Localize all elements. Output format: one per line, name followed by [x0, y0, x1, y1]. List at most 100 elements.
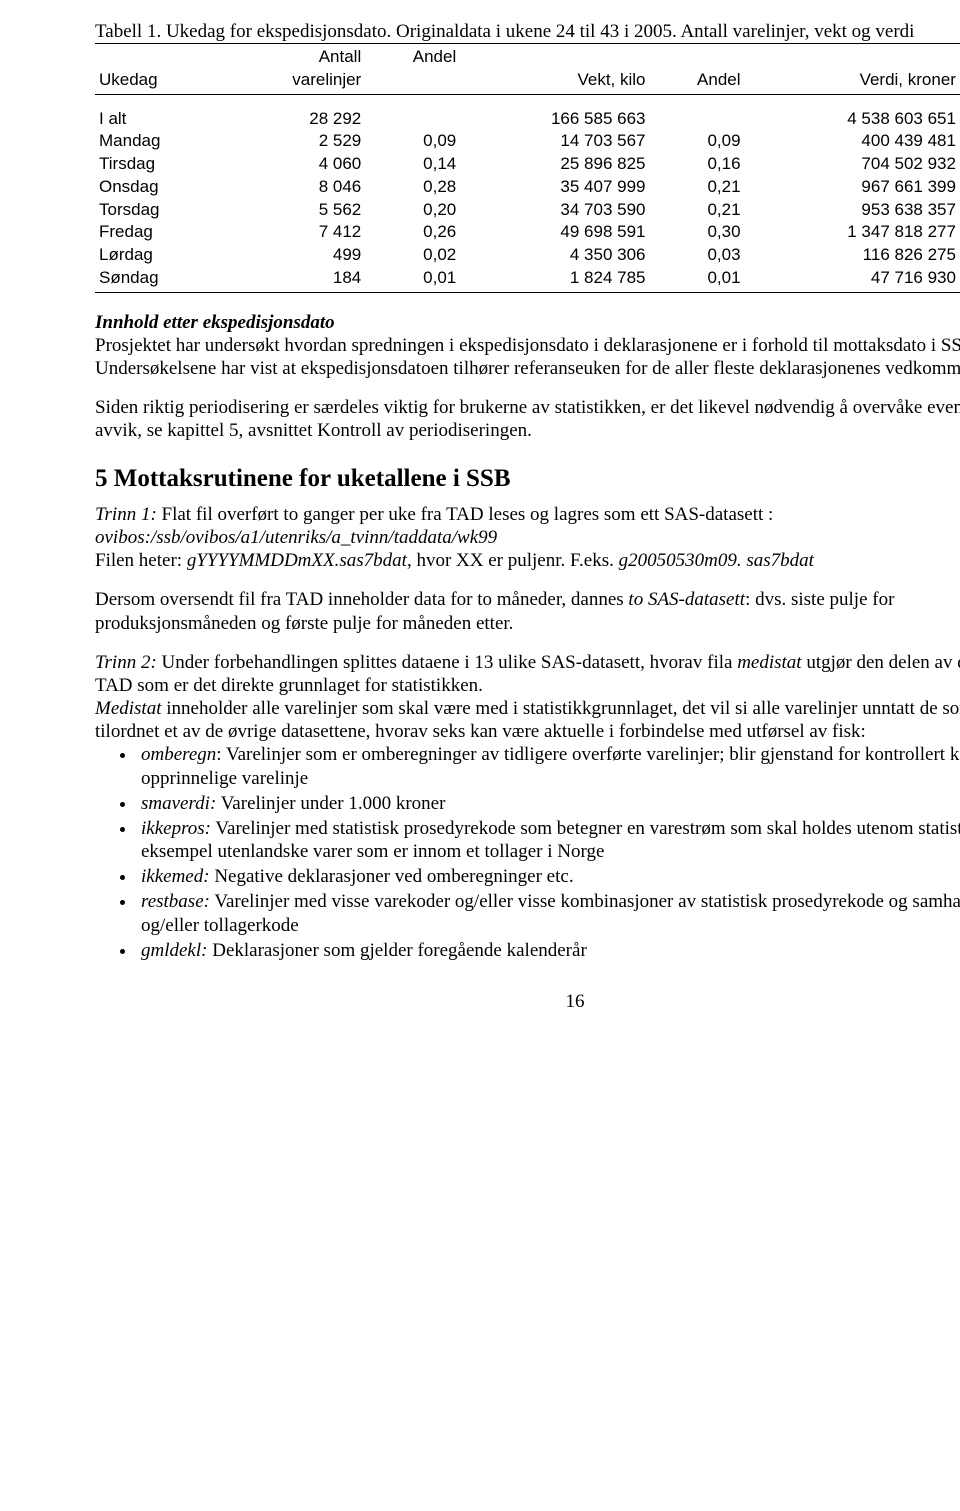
- cell: 166 585 663: [460, 94, 649, 130]
- cell: 28 292: [223, 94, 365, 130]
- cell: I alt: [95, 94, 223, 130]
- cell: 4 538 603 651: [745, 94, 960, 130]
- page-number: 16: [95, 990, 960, 1013]
- cell: 8 046: [223, 176, 365, 199]
- cell: Fredag: [95, 221, 223, 244]
- list-item: smaverdi: Varelinjer under 1.000 kroner: [137, 792, 960, 815]
- paragraph-trinn1: Trinn 1: Flat fil overført to ganger per…: [95, 503, 960, 573]
- cell: 4 060: [223, 153, 365, 176]
- cell: 953 638 357: [745, 199, 960, 222]
- cell: 0,28: [365, 176, 460, 199]
- cell: 0,01: [365, 267, 460, 292]
- list-item: ikkemed: Negative deklarasjoner ved ombe…: [137, 865, 960, 888]
- cell: 14 703 567: [460, 130, 649, 153]
- table-row: I alt 28 292 166 585 663 4 538 603 651: [95, 94, 960, 130]
- cell: 34 703 590: [460, 199, 649, 222]
- list-item: gmldekl: Deklarasjoner som gjelder foreg…: [137, 939, 960, 962]
- cell: [650, 94, 745, 130]
- cell: Onsdag: [95, 176, 223, 199]
- bullet-term: gmldekl:: [141, 940, 207, 961]
- bullet-term: restbase:: [141, 891, 210, 912]
- cell: 0,20: [365, 199, 460, 222]
- cell: 184: [223, 267, 365, 292]
- bullet-term: ikkemed:: [141, 866, 210, 887]
- col-antall-b: varelinjer: [223, 69, 365, 94]
- col-vekt: Vekt, kilo: [460, 69, 649, 94]
- cell: 0,09: [365, 130, 460, 153]
- bullet-rest: Varelinjer under 1.000 kroner: [216, 793, 445, 814]
- cell: 0,21: [650, 199, 745, 222]
- paragraph-trinn2: Trinn 2: Under forbehandlingen splittes …: [95, 651, 960, 744]
- cell: 49 698 591: [460, 221, 649, 244]
- section-heading: 5 Mottaksrutinene for uketallene i SSB: [95, 464, 960, 495]
- table-row: Torsdag 5 562 0,20 34 703 590 0,21 953 6…: [95, 199, 960, 222]
- bullet-term: ikkepros:: [141, 818, 211, 839]
- trinn1-file-it: gYYYYMMDDmXX.sas7bdat: [187, 550, 407, 571]
- medistat-rest: inneholder alle varelinjer som skal være…: [95, 698, 960, 742]
- col-andel1-a: Andel: [365, 44, 460, 69]
- cell: Mandag: [95, 130, 223, 153]
- cell: Torsdag: [95, 199, 223, 222]
- trinn1-file-mid: , hvor XX er puljenr. F.eks.: [407, 550, 619, 571]
- cell: 499: [223, 244, 365, 267]
- trinn1-file-pre: Filen heter:: [95, 550, 187, 571]
- bullet-rest: Negative deklarasjoner ved omberegninger…: [210, 866, 574, 887]
- list-item: omberegn: Varelinjer som er omberegninge…: [137, 743, 960, 789]
- bullet-rest: Deklarasjoner som gjelder foregående kal…: [207, 940, 586, 961]
- medistat-pre: Medistat: [95, 698, 162, 719]
- bullet-list: omberegn: Varelinjer som er omberegninge…: [95, 743, 960, 962]
- cell: 35 407 999: [460, 176, 649, 199]
- cell: 0,09: [650, 130, 745, 153]
- table-row: Onsdag 8 046 0,28 35 407 999 0,21 967 66…: [95, 176, 960, 199]
- col-antall-a: Antall: [223, 44, 365, 69]
- bullet-term: smaverdi:: [141, 793, 216, 814]
- list-item: ikkepros: Varelinjer med statistisk pros…: [137, 817, 960, 863]
- cell: 704 502 932: [745, 153, 960, 176]
- paragraph-dersom: Dersom oversendt fil fra TAD inneholder …: [95, 588, 960, 634]
- trinn1-file-it2: g20050530m09. sas7bdat: [619, 550, 814, 571]
- col-verdi: Verdi, kroner: [745, 69, 960, 94]
- cell: 0,14: [365, 153, 460, 176]
- cell: Lørdag: [95, 244, 223, 267]
- bullet-rest: Varelinjer med statistisk prosedyrekode …: [141, 818, 960, 862]
- trinn2-label: Trinn 2:: [95, 652, 157, 673]
- table-row: Mandag 2 529 0,09 14 703 567 0,09 400 43…: [95, 130, 960, 153]
- cell: 400 439 481: [745, 130, 960, 153]
- cell: 47 716 930: [745, 267, 960, 292]
- cell: 7 412: [223, 221, 365, 244]
- trinn1-label: Trinn 1:: [95, 504, 157, 525]
- cell: 2 529: [223, 130, 365, 153]
- para1-body: Prosjektet har undersøkt hvordan spredni…: [95, 335, 960, 379]
- cell: 116 826 275: [745, 244, 960, 267]
- trinn2-rest-pre: Under forbehandlingen splittes dataene i…: [157, 652, 737, 673]
- cell: 0,01: [650, 267, 745, 292]
- table-row: Fredag 7 412 0,26 49 698 591 0,30 1 347 …: [95, 221, 960, 244]
- table-row: Lørdag 499 0,02 4 350 306 0,03 116 826 2…: [95, 244, 960, 267]
- cell: Søndag: [95, 267, 223, 292]
- bullet-term: omberegn: [141, 744, 216, 765]
- cell: 0,03: [650, 244, 745, 267]
- col-ukedag: Ukedag: [95, 69, 223, 94]
- cell: 25 896 825: [460, 153, 649, 176]
- bullet-rest: Varelinjer med visse varekoder og/eller …: [141, 891, 960, 935]
- cell: 0,21: [650, 176, 745, 199]
- cell: 0,30: [650, 221, 745, 244]
- para1-heading: Innhold etter ekspedisjonsdato: [95, 312, 335, 333]
- trinn1-path: ovibos:/ssb/ovibos/a1/utenriks/a_tvinn/t…: [95, 527, 497, 548]
- bullet-rest: : Varelinjer som er omberegninger av tid…: [141, 744, 960, 788]
- table-row: Søndag 184 0,01 1 824 785 0,01 47 716 93…: [95, 267, 960, 292]
- table-caption: Tabell 1. Ukedag for ekspedisjonsdato. O…: [95, 20, 960, 43]
- dersom-pre: Dersom oversendt fil fra TAD inneholder …: [95, 589, 628, 610]
- table-row: Tirsdag 4 060 0,14 25 896 825 0,16 704 5…: [95, 153, 960, 176]
- cell: Tirsdag: [95, 153, 223, 176]
- paragraph-innhold: Innhold etter ekspedisjonsdato Prosjekte…: [95, 311, 960, 381]
- cell: 0,26: [365, 221, 460, 244]
- cell: 0,02: [365, 244, 460, 267]
- col-andel2: Andel: [650, 69, 745, 94]
- cell: [365, 94, 460, 130]
- cell: 1 347 818 277: [745, 221, 960, 244]
- cell: 967 661 399: [745, 176, 960, 199]
- list-item: restbase: Varelinjer med visse varekoder…: [137, 890, 960, 936]
- paragraph-periodisering: Siden riktig periodisering er særdeles v…: [95, 396, 960, 442]
- cell: 1 824 785: [460, 267, 649, 292]
